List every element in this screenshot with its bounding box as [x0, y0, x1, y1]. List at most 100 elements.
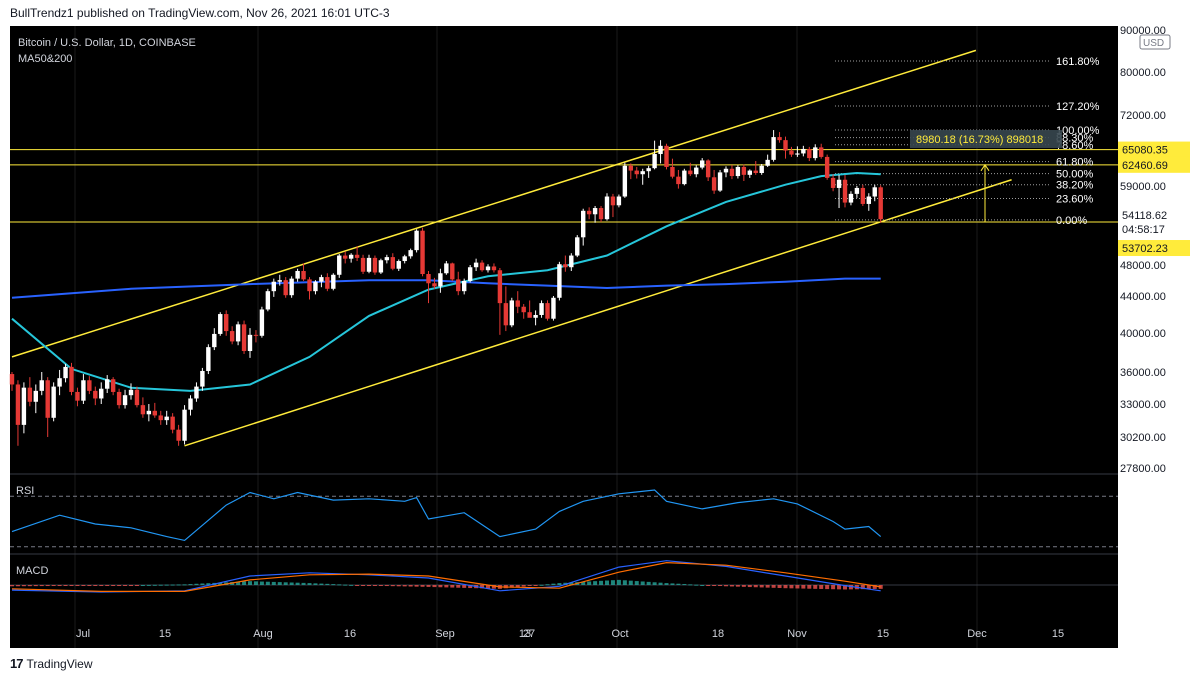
macd-histogram-bar — [325, 583, 330, 585]
candle-body — [69, 366, 74, 392]
macd-histogram-bar — [152, 584, 157, 586]
candle-body — [533, 314, 538, 318]
candle-body — [854, 187, 860, 194]
macd-histogram-bar — [248, 581, 252, 585]
candle-body — [688, 170, 693, 175]
macd-histogram-bar — [384, 585, 389, 587]
macd-histogram-bar — [599, 580, 604, 585]
macd-histogram-bar — [807, 585, 812, 589]
candle-body — [610, 196, 616, 206]
candle-body — [354, 254, 360, 258]
macd-histogram-bar — [801, 585, 806, 589]
rsi-line — [11, 489, 882, 542]
macd-histogram-bar — [777, 585, 782, 589]
time-tick-label: 27 — [523, 628, 535, 640]
macd-histogram-bar — [295, 582, 300, 585]
time-tick-label: 18 — [712, 628, 724, 640]
candle-body — [581, 210, 586, 238]
candle-body — [105, 379, 110, 389]
candle-body — [759, 165, 764, 173]
candle-body — [491, 266, 497, 271]
fib-level-label: 88.30% — [1056, 133, 1094, 145]
macd-histogram-bar — [491, 585, 496, 589]
fib-level-label: 127.20% — [1056, 101, 1100, 113]
time-tick-label: 15 — [1052, 628, 1064, 640]
macd-histogram-bar — [81, 585, 86, 586]
macd-histogram-bar — [682, 584, 687, 586]
macd-histogram-bar — [355, 585, 360, 586]
candle-body — [241, 324, 247, 352]
candle-body — [212, 333, 217, 348]
candle-body — [15, 384, 21, 425]
macd-histogram-bar — [658, 582, 663, 585]
time-tick-label: Aug — [253, 628, 273, 640]
macd-histogram-bar — [378, 585, 383, 586]
macd-histogram-bar — [57, 585, 62, 586]
macd-histogram-bar — [878, 585, 883, 589]
candle-body — [414, 230, 419, 251]
candle-body — [331, 274, 336, 289]
candle-body — [515, 300, 520, 307]
time-tick-label: Oct — [611, 628, 628, 640]
candle-body — [557, 264, 562, 298]
macd-histogram-bar — [688, 584, 693, 586]
macd-histogram-bar — [729, 585, 734, 587]
publisher-caption: BullTrendz1 published on TradingView.com… — [10, 6, 390, 20]
macd-histogram-bar — [456, 585, 461, 588]
macd-histogram-bar — [27, 585, 32, 587]
indicator-label: MA50&200 — [18, 53, 72, 65]
candle-body — [747, 170, 752, 175]
candle-body — [634, 170, 639, 175]
candle-body — [402, 256, 407, 262]
macd-histogram-bar — [93, 585, 98, 586]
candle-body — [75, 391, 80, 401]
candle-body — [824, 156, 830, 178]
macd-pane: 0.00−5000.00 — [10, 560, 1166, 624]
macd-histogram-bar — [634, 581, 639, 585]
candle-body — [473, 262, 479, 268]
macd-histogram-bar — [843, 585, 847, 590]
macd-histogram-bar — [860, 585, 865, 590]
candle-body — [765, 159, 770, 166]
candle-body — [628, 165, 633, 171]
candle-body — [432, 283, 437, 287]
macd-histogram-bar — [718, 585, 723, 586]
macd-histogram-bar — [426, 585, 431, 587]
candle-body — [27, 387, 33, 402]
macd-histogram-bar — [628, 580, 633, 585]
macd-histogram-bar — [789, 585, 794, 589]
macd-histogram-bar — [616, 579, 621, 585]
candle-body — [325, 277, 330, 289]
candle-body — [598, 208, 604, 220]
price-tick-label: 36000.00 — [1120, 367, 1166, 379]
time-tick-label: 15 — [159, 628, 171, 640]
price-badge-label: 54118.62 — [1122, 210, 1167, 222]
macd-histogram-bar — [236, 581, 241, 585]
macd-histogram-bar — [176, 584, 181, 586]
time-tick-label: 13 — [519, 628, 531, 640]
macd-histogram-bar — [795, 585, 800, 589]
macd-histogram-bar — [444, 585, 449, 588]
candle-body — [700, 160, 705, 168]
macd-histogram-bar — [813, 585, 818, 589]
candle-body — [456, 279, 461, 292]
fib-level-label: 23.60% — [1056, 194, 1094, 206]
macd-histogram-bar — [593, 581, 598, 585]
candle-body — [164, 416, 169, 421]
measure-box — [910, 130, 1062, 148]
price-tick-label: 44000.00 — [1120, 291, 1166, 303]
candle-body — [57, 378, 62, 387]
macd-histogram-bar — [69, 585, 74, 586]
candle-body — [301, 270, 306, 280]
macd-histogram-bar — [515, 585, 520, 588]
candle-body — [283, 280, 288, 296]
candle-body — [140, 405, 146, 415]
candle-body — [860, 187, 866, 204]
macd-histogram-bar — [289, 582, 294, 585]
macd-histogram-bar — [271, 581, 276, 585]
macd-histogram-bar — [259, 581, 264, 585]
candle-body — [735, 166, 741, 177]
macd-histogram-bar — [182, 584, 187, 586]
time-tick-label: Dec — [967, 628, 987, 640]
